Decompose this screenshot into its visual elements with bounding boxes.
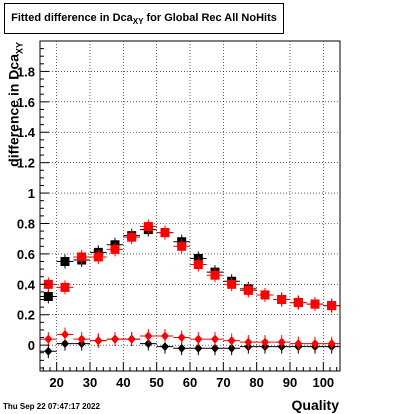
y-tick-label: 0.6 <box>17 247 35 262</box>
data-point <box>227 279 237 289</box>
data-point <box>244 337 253 347</box>
axes: 20 30 40 50 60 70 80 90 100 0 0.2 0.4 0.6 0.8 1 1.2 1.4 1… <box>17 48 338 390</box>
data-point <box>127 334 136 344</box>
y-tick-label: 1.4 <box>17 125 36 140</box>
data-point <box>193 260 203 270</box>
data-point <box>177 343 186 353</box>
y-tick-label: 1.6 <box>17 95 35 110</box>
data-point <box>60 282 70 292</box>
x-axis-label: Quality <box>291 397 339 413</box>
y-axis-label: difference in DcaXY <box>6 29 25 179</box>
grid <box>40 41 340 371</box>
data-point <box>144 331 153 341</box>
data-point <box>61 330 69 340</box>
x-tick-label: 70 <box>216 375 230 390</box>
y-tick-label: 0 <box>28 338 35 353</box>
datestamp: Thu Sep 22 07:47:17 2022 <box>3 402 100 411</box>
y-tick-label: 0.8 <box>17 216 35 231</box>
data-point <box>211 334 219 344</box>
data-point <box>143 222 153 232</box>
data-point <box>44 346 53 356</box>
x-tick-label: 100 <box>312 375 334 390</box>
data-point <box>77 252 87 262</box>
y-axis-label-main: difference in Dca <box>5 53 22 167</box>
data-point <box>77 334 86 344</box>
data-point <box>260 290 270 300</box>
data-point <box>311 339 319 349</box>
data-point <box>160 228 170 238</box>
chart-title-suffix: for Global Rec All NoHits <box>143 12 277 24</box>
data-point <box>161 331 169 341</box>
x-tick-label: 40 <box>116 375 130 390</box>
y-axis-label-subscript: XY <box>14 41 25 54</box>
x-tick-label: 30 <box>83 375 97 390</box>
chart-title: Fitted difference in DcaXY for Global Re… <box>5 12 283 26</box>
data-point <box>293 298 303 308</box>
data-point <box>310 299 320 309</box>
data-point <box>93 252 103 262</box>
data-point <box>43 291 53 301</box>
x-tick-label: 90 <box>283 375 297 390</box>
data-point <box>261 337 269 347</box>
data-point <box>277 337 286 347</box>
x-tick-label: 60 <box>183 375 197 390</box>
data-marks <box>40 219 340 359</box>
data-point <box>61 339 69 349</box>
data-point <box>327 339 336 349</box>
data-point <box>194 343 203 353</box>
data-point <box>94 336 103 346</box>
data-point <box>277 295 287 305</box>
data-point <box>44 334 53 344</box>
y-tick-label: 1.2 <box>17 156 35 171</box>
data-point <box>110 244 120 254</box>
data-point <box>177 333 186 343</box>
data-point <box>227 343 236 353</box>
series-3 <box>40 327 340 351</box>
data-point <box>60 257 70 267</box>
data-point <box>127 232 137 242</box>
chart-title-subscript: XY <box>132 17 144 27</box>
data-point <box>211 343 219 353</box>
x-tick-label: 20 <box>49 375 63 390</box>
x-tick-label: 80 <box>249 375 263 390</box>
data-point <box>227 336 236 346</box>
data-point <box>161 342 169 352</box>
title-box: Fitted difference in DcaXY for Global Re… <box>4 3 284 34</box>
y-tick-label: 0.4 <box>17 277 36 292</box>
data-point <box>194 334 203 344</box>
y-tick-label: 1 <box>28 186 35 201</box>
data-point <box>144 339 153 349</box>
data-point <box>210 270 220 280</box>
data-point <box>177 241 187 251</box>
chart-title-main: Fitted difference in Dca <box>11 12 133 24</box>
data-point <box>294 339 303 349</box>
data-point <box>111 334 119 344</box>
y-tick-label: 0.2 <box>17 308 35 323</box>
data-point <box>243 285 253 295</box>
data-point <box>327 301 337 311</box>
x-tick-label: 50 <box>149 375 163 390</box>
y-tick-label: 1.8 <box>17 64 35 79</box>
series-1 <box>40 219 340 313</box>
